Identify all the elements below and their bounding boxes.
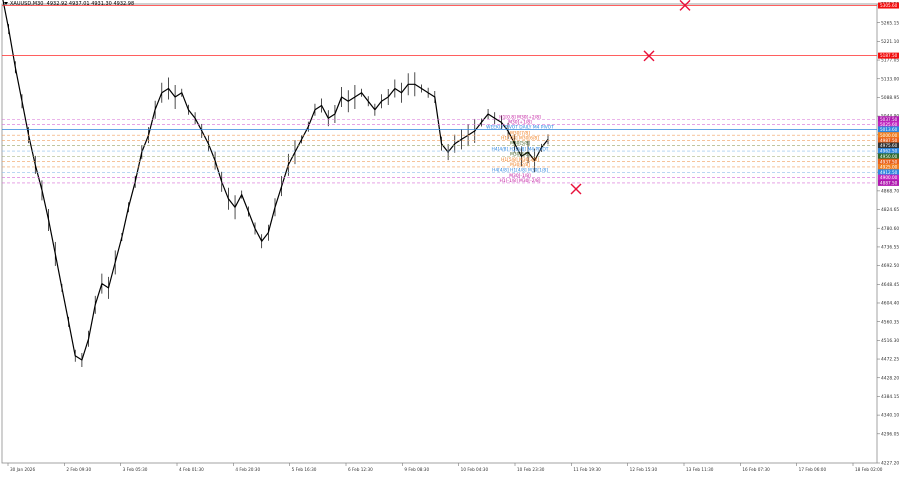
x-tick-label: 4 Feb 01:30 [179,467,204,472]
y-tick-label: 4428.20 [881,375,899,381]
x-tick-label: 10 Feb 23:30 [517,467,545,472]
level-label: M30[+1/8] [508,120,532,126]
level-tag-bg [878,174,899,181]
x-tick-label: 9 Feb 08:30 [404,467,429,472]
level-tag-bg [878,116,899,123]
y-tick-label: 4824.65 [881,207,899,213]
level-label: H1[7/8] M30[6/8] [501,136,539,142]
level-label: H4[4/8] H1[4/8] M30[1/8] [492,167,548,173]
x-tick-label: 10 Feb 04:30 [461,467,489,472]
level-tag-bg [878,153,899,160]
x-tick-label: 6 Feb 12:30 [348,467,373,472]
price-line [2,0,549,361]
level-label: H1[-1/8] M30[-2/8] [499,178,540,184]
level-tag-bg [878,163,899,170]
level-tag-bg [878,52,899,59]
x-tick-label: 2 Feb 09:30 [66,467,91,472]
y-tick-label: 4227.20 [881,461,899,467]
x-tick-label: 13 Feb 11:30 [686,467,714,472]
level-tag-bg [878,142,899,149]
y-tick-label: 4648.45 [881,282,899,288]
level-label: WEEKLY PIVOT DAILY M4 PIVOT [486,125,554,131]
y-tick-label: 4604.40 [881,301,899,307]
y-tick-label: 4384.15 [881,394,899,400]
y-tick-label: 4340.10 [881,413,899,419]
x-tick-label: 17 Feb 06:00 [799,467,827,472]
y-tick-label: 4472.25 [881,357,899,363]
level-tag: 4887.50 [880,180,898,185]
level-label: H1[0.8] M30[+2/8] [499,114,541,120]
cross-marker [643,50,655,62]
cross-marker [570,183,582,195]
level-tag: 5025.60 [880,122,898,127]
cross-marker [679,0,691,11]
x-tick-label: 3 Feb 05:30 [123,467,148,472]
y-tick-label: 4736.55 [881,245,899,251]
x-tick-label: 18 Feb 02:00 [855,467,883,472]
level-tag-bg [878,126,899,133]
y-tick-label: 5177.05 [881,58,899,64]
ohlc-values: 4932.92 4937.01 4931.30 4932.98 [46,1,135,7]
level-label: M30[2/8] [510,162,530,168]
y-tick-label: 4296.05 [881,431,899,437]
level-tag: 5187.50 [880,53,898,58]
level-tag: 4900.00 [880,175,898,180]
level-tag: 4987.50 [880,138,898,143]
y-tick-label: 5221.10 [881,39,899,45]
x-tick-label: 5 Feb 16:30 [292,467,317,472]
level-tag-bg [878,179,899,186]
level-tag: 5305.60 [880,3,898,8]
level-tag: 4950.00 [880,154,898,159]
symbol-label: XAUUSD,M30 [10,1,44,7]
level-label: M30[-1/8] [509,173,531,179]
level-tag-bg [878,121,899,128]
level-label: H4[4/8] H1[6/8] M4 PIVOT [492,146,549,152]
level-tag: 4937.50 [880,159,898,164]
x-tick-label: 16 Feb 07:30 [742,467,770,472]
level-label: H1[5/8] M30[3/8] [501,157,539,163]
level-label: M30[4/8] [510,152,530,158]
y-tick-label: 5265.15 [881,20,899,26]
level-label: M30[7/8] [510,130,530,136]
symbol-arrow-icon [4,2,8,5]
level-tag-bg [878,158,899,165]
level-tag: 5000.00 [880,133,898,138]
level-tag: 4925.00 [880,165,898,170]
level-tag-bg [878,132,899,139]
level-tag: 4962.50 [880,149,898,154]
level-tag: 5013.60 [880,127,898,132]
x-tick-label: 30 Jan 2026 [10,467,35,472]
chart-header: XAUUSD,M30 4932.92 4937.01 4931.30 4932.… [4,1,134,8]
level-tag-bg [878,137,899,144]
level-label: M30[5/8] [510,141,530,147]
y-tick-label: 4692.50 [881,263,899,269]
level-tag: 4975.60 [880,143,898,148]
level-tag-bg [878,148,899,155]
y-tick-label: 4560.35 [881,319,899,325]
y-tick-label: 4516.30 [881,338,899,344]
level-tag: 5037.50 [880,117,898,122]
level-tag-bg [878,169,899,176]
x-tick-label: 11 Feb 19:30 [573,467,601,472]
y-tick-label: 5133.00 [881,76,899,82]
level-tag-bg [878,2,899,9]
plot-frame [1,3,878,464]
y-tick-label: 4780.60 [881,226,899,232]
level-tag: 4912.50 [880,170,898,175]
y-tick-label: 4868.70 [881,188,899,194]
y-tick-label: 5088.95 [881,95,899,101]
x-tick-label: 4 Feb 20:30 [235,467,260,472]
x-tick-label: 12 Feb 15:30 [630,467,658,472]
